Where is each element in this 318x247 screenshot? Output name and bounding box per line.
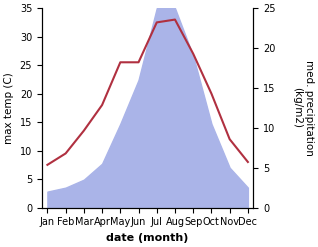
Y-axis label: med. precipitation
(kg/m2): med. precipitation (kg/m2) [292,60,314,156]
Y-axis label: max temp (C): max temp (C) [4,72,14,144]
X-axis label: date (month): date (month) [107,233,189,243]
